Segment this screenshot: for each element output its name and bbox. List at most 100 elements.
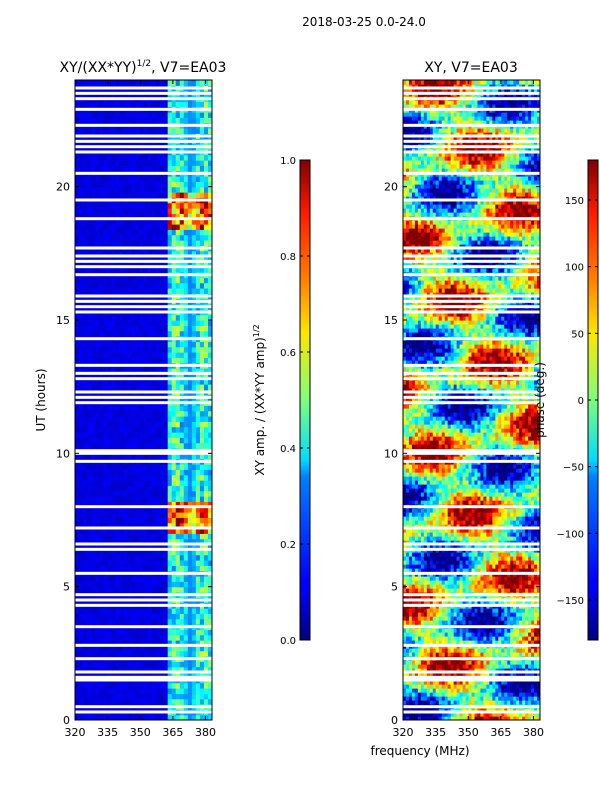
heatmap-cell [175, 176, 181, 182]
heatmap-cell [119, 629, 124, 636]
heatmap-cell [183, 261, 189, 268]
heatmap-cell [143, 469, 149, 476]
heatmap-cell [79, 368, 84, 374]
heatmap-cell [107, 442, 112, 449]
heatmap-cell [207, 645, 212, 652]
heatmap-cell [151, 469, 157, 476]
heatmap-cell [123, 288, 128, 294]
heatmap-cell [91, 554, 96, 561]
heatmap-cell [111, 128, 116, 134]
heatmap-cell [167, 528, 173, 534]
heatmap-cell [155, 314, 161, 321]
heatmap-cell [453, 652, 458, 657]
heatmap-cell [456, 660, 461, 665]
heatmap-cell [175, 229, 181, 236]
heatmap-cell [504, 712, 508, 717]
heatmap-cell [91, 186, 96, 193]
heatmap-cell [450, 692, 455, 697]
heatmap-cell [171, 496, 177, 502]
heatmap-cell [139, 565, 145, 572]
heatmap-cell [119, 352, 124, 358]
heatmap-cell [195, 176, 201, 182]
heatmap-cell [127, 128, 133, 134]
heatmap-cell [111, 485, 116, 492]
heatmap-cell [143, 112, 149, 118]
amplitude-title-main: XY/(XX*YY) [60, 60, 137, 76]
heatmap-cell [195, 453, 201, 460]
heatmap-cell [79, 282, 84, 289]
heatmap-cell [147, 490, 153, 497]
heatmap-cell [151, 410, 157, 417]
heatmap-cell [87, 277, 92, 284]
heatmap-cell [79, 634, 84, 641]
heatmap-cell [107, 165, 112, 172]
heatmap-cell [489, 708, 493, 713]
heatmap-cell [99, 320, 104, 326]
heatmap-cell [75, 618, 80, 625]
heatmap-cell [103, 181, 108, 188]
heatmap-cell [171, 181, 177, 188]
heatmap-cell [103, 410, 108, 417]
heatmap-cell [99, 437, 104, 444]
heatmap-cell [171, 128, 177, 134]
heatmap-cell [119, 101, 124, 108]
heatmap-cell [107, 586, 112, 593]
heatmap-cell [507, 672, 511, 677]
heatmap-cell [534, 680, 538, 685]
heatmap-cell [199, 560, 205, 566]
heatmap-cell [83, 341, 88, 348]
heatmap-cell [207, 202, 212, 209]
heatmap-cell [483, 664, 487, 669]
heatmap-cell [187, 218, 193, 225]
heatmap-cell [107, 112, 112, 118]
heatmap-cell [195, 661, 201, 668]
heatmap-cell [103, 80, 108, 86]
heatmap-cell [199, 682, 205, 689]
heatmap-cell [155, 634, 161, 641]
heatmap-cell [139, 240, 145, 246]
heatmap-cell [171, 176, 177, 182]
heatmap-cell [159, 240, 165, 246]
heatmap-cell [501, 660, 505, 665]
heatmap-cell [191, 506, 197, 513]
heatmap-cell [135, 698, 141, 705]
heatmap-cell [123, 522, 128, 529]
heatmap-cell [75, 378, 80, 385]
heatmap-cell [191, 160, 197, 166]
heatmap-cell [95, 373, 100, 380]
heatmap-cell [99, 213, 104, 220]
heatmap-cell [195, 384, 201, 390]
heatmap-cell [163, 160, 169, 166]
heatmap-cell [99, 533, 104, 540]
phase-heatmap [403, 80, 540, 720]
flagged-row [75, 145, 212, 149]
heatmap-cell [171, 517, 177, 524]
heatmap-cell [135, 330, 141, 337]
heatmap-cell [135, 112, 141, 118]
heatmap-cell [151, 282, 157, 289]
heatmap-cell [183, 256, 189, 262]
heatmap-cell [75, 528, 80, 534]
heatmap-cell [99, 666, 104, 673]
heatmap-cell [111, 586, 116, 593]
heatmap-cell [435, 696, 440, 701]
heatmap-cell [115, 352, 120, 358]
heatmap-cell [123, 261, 128, 268]
heatmap-cell [139, 517, 145, 524]
heatmap-cell [111, 213, 116, 220]
heatmap-cell [95, 528, 100, 534]
heatmap-cell [127, 341, 133, 348]
heatmap-cell [191, 714, 197, 720]
heatmap-cell [179, 512, 185, 518]
heatmap-cell [163, 554, 169, 561]
heatmap-cell [405, 700, 410, 705]
heatmap-cell [107, 453, 112, 460]
heatmap-cell [459, 648, 464, 653]
heatmap-cell [163, 314, 169, 321]
heatmap-cell [107, 277, 112, 284]
heatmap-cell [403, 648, 407, 653]
heatmap-cell [525, 700, 529, 705]
heatmap-cell [151, 565, 157, 572]
heatmap-cell [79, 496, 84, 502]
heatmap-cell [111, 522, 116, 529]
